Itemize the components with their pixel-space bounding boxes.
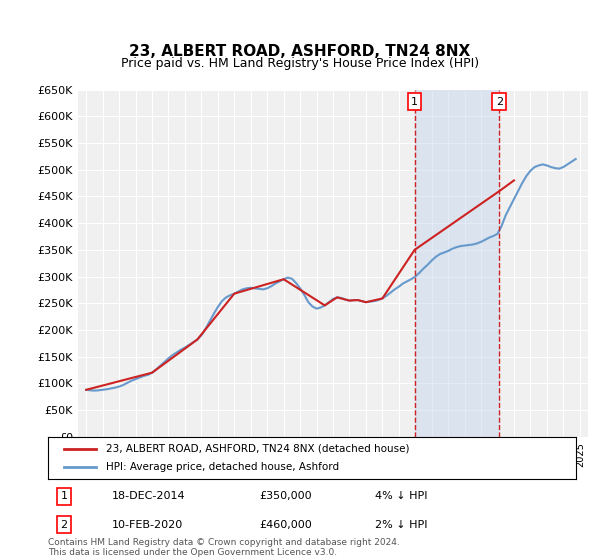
Text: 1: 1 (411, 96, 418, 106)
Text: £350,000: £350,000 (259, 491, 312, 501)
Text: 1: 1 (61, 491, 67, 501)
Text: 2: 2 (60, 520, 67, 530)
Text: HPI: Average price, detached house, Ashford: HPI: Average price, detached house, Ashf… (106, 462, 339, 472)
Text: 2% ↓ HPI: 2% ↓ HPI (376, 520, 428, 530)
Text: 4% ↓ HPI: 4% ↓ HPI (376, 491, 428, 501)
Text: 23, ALBERT ROAD, ASHFORD, TN24 8NX: 23, ALBERT ROAD, ASHFORD, TN24 8NX (130, 44, 470, 59)
Text: Contains HM Land Registry data © Crown copyright and database right 2024.
This d: Contains HM Land Registry data © Crown c… (48, 538, 400, 557)
Text: 23, ALBERT ROAD, ASHFORD, TN24 8NX (detached house): 23, ALBERT ROAD, ASHFORD, TN24 8NX (deta… (106, 444, 410, 454)
Bar (415, 90, 499, 437)
Text: £460,000: £460,000 (259, 520, 312, 530)
Text: 10-FEB-2020: 10-FEB-2020 (112, 520, 182, 530)
Text: 18-DEC-2014: 18-DEC-2014 (112, 491, 185, 501)
Text: 2: 2 (496, 96, 503, 106)
Text: Price paid vs. HM Land Registry's House Price Index (HPI): Price paid vs. HM Land Registry's House … (121, 57, 479, 70)
